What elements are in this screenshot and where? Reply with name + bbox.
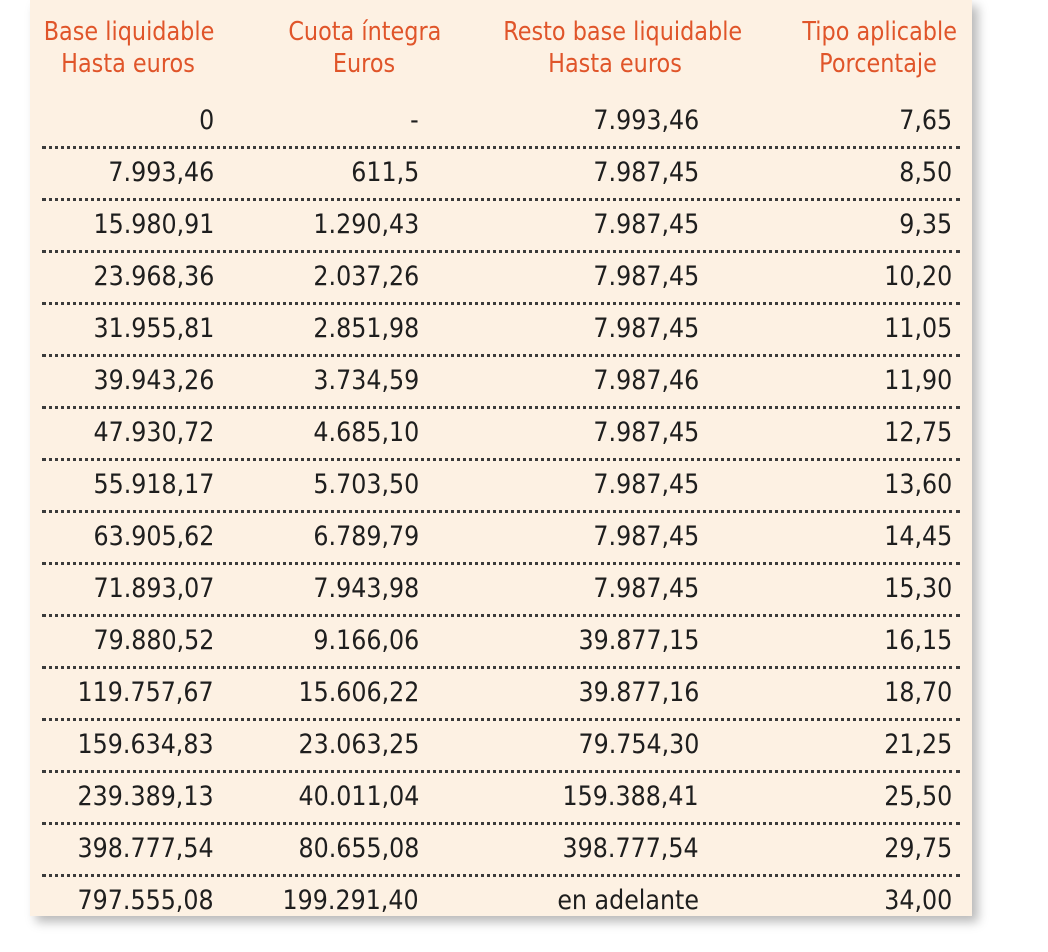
cell-cuota-integra: 5.703,50	[313, 469, 419, 500]
cell-cuota-integra: 80.655,08	[298, 833, 419, 864]
cell-resto-base: 7.993,46	[593, 105, 699, 136]
cell-cuota-integra: 23.063,25	[298, 729, 419, 760]
cell-base-liquidable: 797.555,08	[77, 885, 214, 916]
cell-tipo-aplicable: 7,65	[899, 105, 952, 136]
cell-cuota-integra: 2.037,26	[313, 261, 419, 292]
table-row: 7.993,46 611,5 7.987,45 8,50	[42, 149, 960, 201]
cell-tipo-aplicable: 11,05	[883, 313, 952, 344]
cell-resto-base: 7.987,45	[593, 469, 699, 500]
cell-resto-base: 7.987,46	[593, 365, 699, 396]
cell-tipo-aplicable: 18,70	[883, 677, 952, 708]
table-body: 0 - 7.993,46 7,65 7.993,46 611,5 7.987,45 8,50 1…	[42, 97, 960, 926]
header-tipo-aplicable: Tipo aplicable Porcentaje	[802, 16, 957, 80]
table-row: 0 - 7.993,46 7,65	[42, 97, 960, 149]
cell-base-liquidable: 63.905,62	[93, 521, 214, 552]
cell-cuota-integra: 2.851,98	[313, 313, 419, 344]
cell-resto-base: 7.987,45	[593, 417, 699, 448]
cell-base-liquidable: 15.980,91	[93, 209, 214, 240]
header-line: Euros	[332, 49, 396, 79]
table-row: 39.943,26 3.734,59 7.987,46 11,90	[42, 357, 960, 409]
header-line: Porcentaje	[819, 49, 937, 79]
cell-tipo-aplicable: 16,15	[883, 625, 952, 656]
cell-base-liquidable: 119.757,67	[77, 677, 214, 708]
cell-tipo-aplicable: 15,30	[883, 573, 952, 604]
cell-resto-base: 7.987,45	[593, 261, 699, 292]
cell-base-liquidable: 79.880,52	[93, 625, 214, 656]
cell-tipo-aplicable: 29,75	[883, 833, 952, 864]
cell-base-liquidable: 398.777,54	[77, 833, 214, 864]
header-cuota-integra: Cuota íntegra Euros	[288, 16, 442, 80]
cell-tipo-aplicable: 8,50	[899, 157, 952, 188]
cell-tipo-aplicable: 10,20	[883, 261, 952, 292]
cell-resto-base: 398.777,54	[562, 833, 699, 864]
cell-cuota-integra: 7.943,98	[313, 573, 419, 604]
cell-tipo-aplicable: 14,45	[883, 521, 952, 552]
cell-cuota-integra: 1.290,43	[313, 209, 419, 240]
cell-cuota-integra: 40.011,04	[298, 781, 419, 812]
cell-resto-base: 159.388,41	[562, 781, 699, 812]
cell-base-liquidable: 39.943,26	[93, 365, 214, 396]
header-resto-base: Resto base liquidable Hasta euros	[503, 16, 743, 80]
tax-table-card: Base liquidable Hasta euros Cuota íntegr…	[30, 0, 972, 916]
table-row: 55.918,17 5.703,50 7.987,45 13,60	[42, 461, 960, 513]
cell-cuota-integra: 3.734,59	[313, 365, 419, 396]
table-row: 71.893,07 7.943,98 7.987,45 15,30	[42, 565, 960, 617]
cell-cuota-integra: 9.166,06	[313, 625, 419, 656]
header-line: Cuota íntegra	[288, 17, 442, 47]
cell-tipo-aplicable: 25,50	[883, 781, 952, 812]
table-row: 31.955,81 2.851,98 7.987,45 11,05	[42, 305, 960, 357]
table-row: 23.968,36 2.037,26 7.987,45 10,20	[42, 253, 960, 305]
cell-cuota-integra: 4.685,10	[313, 417, 419, 448]
table-row: 398.777,54 80.655,08 398.777,54 29,75	[42, 825, 960, 877]
cell-tipo-aplicable: 21,25	[883, 729, 952, 760]
cell-tipo-aplicable: 12,75	[883, 417, 952, 448]
cell-tipo-aplicable: 11,90	[883, 365, 952, 396]
cell-cuota-integra: 6.789,79	[313, 521, 419, 552]
header-line: Tipo aplicable	[802, 17, 957, 47]
table-row: 119.757,67 15.606,22 39.877,16 18,70	[42, 669, 960, 721]
cell-cuota-integra: -	[410, 105, 419, 136]
table-header: Base liquidable Hasta euros Cuota íntegr…	[30, 0, 972, 100]
cell-base-liquidable: 31.955,81	[93, 313, 214, 344]
table-row: 79.880,52 9.166,06 39.877,15 16,15	[42, 617, 960, 669]
cell-resto-base: 39.877,16	[578, 677, 699, 708]
cell-resto-base: en adelante	[557, 885, 699, 916]
cell-resto-base: 7.987,45	[593, 157, 699, 188]
cell-tipo-aplicable: 34,00	[883, 885, 952, 916]
cell-base-liquidable: 71.893,07	[93, 573, 214, 604]
cell-tipo-aplicable: 13,60	[883, 469, 952, 500]
cell-resto-base: 39.877,15	[578, 625, 699, 656]
cell-resto-base: 79.754,30	[578, 729, 699, 760]
header-base-liquidable: Base liquidable Hasta euros	[43, 16, 215, 80]
table-row: 63.905,62 6.789,79 7.987,45 14,45	[42, 513, 960, 565]
cell-resto-base: 7.987,45	[593, 209, 699, 240]
cell-base-liquidable: 0	[198, 105, 214, 136]
header-line: Hasta euros	[548, 49, 682, 79]
table-row: 47.930,72 4.685,10 7.987,45 12,75	[42, 409, 960, 461]
cell-resto-base: 7.987,45	[593, 521, 699, 552]
cell-base-liquidable: 47.930,72	[93, 417, 214, 448]
table-row: 797.555,08 199.291,40 en adelante 34,00	[42, 877, 960, 926]
cell-cuota-integra: 15.606,22	[298, 677, 419, 708]
table-row: 15.980,91 1.290,43 7.987,45 9,35	[42, 201, 960, 253]
cell-cuota-integra: 611,5	[350, 157, 419, 188]
table-row: 159.634,83 23.063,25 79.754,30 21,25	[42, 721, 960, 773]
cell-resto-base: 7.987,45	[593, 313, 699, 344]
cell-base-liquidable: 23.968,36	[93, 261, 214, 292]
cell-tipo-aplicable: 9,35	[899, 209, 952, 240]
cell-base-liquidable: 159.634,83	[77, 729, 214, 760]
cell-base-liquidable: 7.993,46	[108, 157, 214, 188]
cell-cuota-integra: 199.291,40	[282, 885, 419, 916]
table-row: 239.389,13 40.011,04 159.388,41 25,50	[42, 773, 960, 825]
header-line: Base liquidable	[43, 17, 215, 47]
cell-base-liquidable: 55.918,17	[93, 469, 214, 500]
cell-base-liquidable: 239.389,13	[77, 781, 214, 812]
cell-resto-base: 7.987,45	[593, 573, 699, 604]
header-line: Hasta euros	[61, 49, 195, 79]
header-line: Resto base liquidable	[503, 17, 743, 47]
